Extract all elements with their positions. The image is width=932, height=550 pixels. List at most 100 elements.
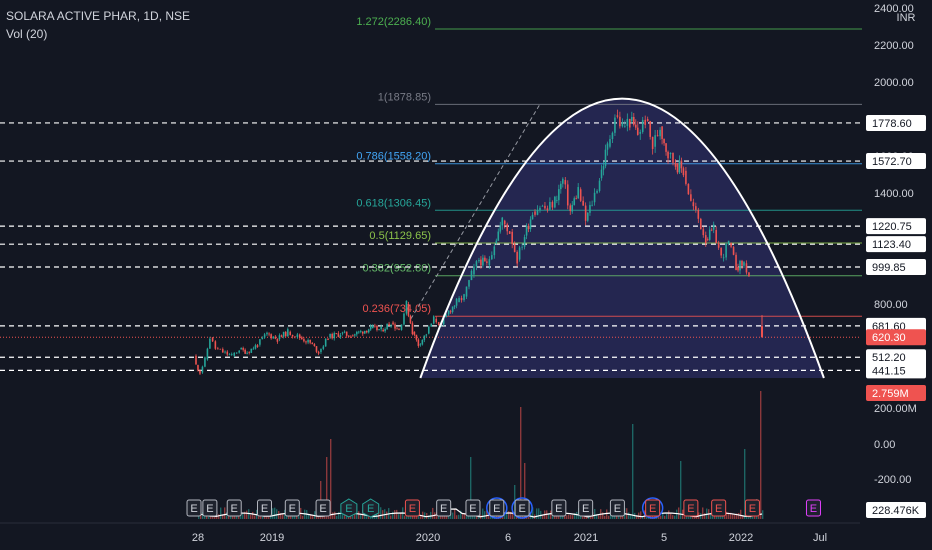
candle [211, 337, 214, 343]
earnings-marker[interactable]: E [609, 499, 625, 517]
candle [672, 152, 674, 166]
candle [278, 333, 281, 342]
volume-bar [292, 515, 294, 519]
candle [475, 260, 478, 271]
y-tick-label: 800.00 [874, 299, 908, 311]
candle-body [256, 345, 259, 347]
volume-bar [762, 510, 764, 519]
volume-bar [502, 515, 504, 519]
candle-body [678, 160, 681, 173]
candle [593, 188, 596, 206]
candle [665, 143, 667, 156]
candle-body [596, 190, 598, 193]
earnings-marker[interactable]: E [436, 499, 452, 517]
earnings-marker[interactable]: E [315, 499, 331, 517]
earnings-marker[interactable]: E [486, 497, 508, 519]
candle [468, 279, 470, 290]
level-price-badge[interactable]: 1778.60 [866, 114, 926, 131]
volume-ma-badge[interactable]: 228.476K [866, 502, 926, 518]
candle-body [602, 166, 605, 170]
candle-body [687, 183, 690, 195]
candle-body [631, 116, 633, 121]
candle-body [508, 231, 511, 234]
volume-badge[interactable]: 2.759M [866, 385, 926, 401]
candle [388, 321, 390, 326]
volume-bar [550, 510, 552, 519]
level-price-badge[interactable]: 1220.75 [866, 218, 926, 235]
volume-bar [428, 515, 430, 519]
candle-body [465, 286, 468, 297]
level-price-badge[interactable]: 1123.40 [866, 236, 926, 253]
earnings-marker[interactable]: E [284, 499, 300, 517]
candle-body [289, 331, 292, 335]
candle-body [228, 354, 231, 356]
candle [352, 334, 354, 337]
earnings-marker[interactable]: E [404, 499, 420, 517]
candle [680, 157, 683, 173]
candle [390, 323, 392, 328]
candle [449, 309, 452, 314]
candle-body [641, 119, 644, 132]
earnings-marker[interactable]: E [256, 499, 272, 517]
candle [417, 338, 420, 348]
candle [219, 348, 222, 350]
candle-body [301, 337, 303, 340]
earnings-marker[interactable]: E [711, 499, 727, 517]
volume-bar [322, 515, 324, 519]
volume-bar [604, 515, 606, 519]
earnings-marker[interactable]: E [186, 499, 202, 517]
level-price-badge[interactable]: 441.15 [866, 362, 926, 379]
candle-body [735, 254, 737, 271]
candle-body [240, 348, 242, 350]
earnings-marker[interactable]: E [226, 499, 242, 517]
candle-body [280, 335, 283, 337]
candle [460, 295, 463, 303]
earnings-marker[interactable]: E [340, 498, 358, 518]
candle [556, 195, 558, 204]
candle [480, 256, 482, 269]
level-price-badge[interactable]: 999.85 [866, 259, 926, 276]
dome-arc[interactable] [419, 97, 825, 379]
badge-label: 1123.40 [872, 239, 911, 251]
volume-indicator-label[interactable]: Vol (20) [6, 27, 48, 41]
level-price-badge[interactable]: 512.20 [866, 349, 926, 366]
earnings-marker[interactable]: E [465, 499, 481, 517]
candle [233, 352, 236, 358]
earnings-marker[interactable]: E [578, 499, 594, 517]
earnings-marker[interactable]: E [805, 499, 821, 517]
volume-bar [520, 407, 522, 519]
candle [629, 118, 631, 131]
earnings-marker[interactable]: E [551, 499, 567, 517]
earnings-marker[interactable]: E [641, 497, 664, 519]
earnings-marker[interactable]: E [362, 498, 380, 518]
current-price-badge[interactable]: 620.30 [866, 329, 926, 346]
earnings-marker[interactable]: E [511, 497, 533, 519]
candle [341, 331, 344, 336]
candle [743, 260, 745, 268]
earnings-ring [486, 497, 508, 519]
volume-bar [230, 514, 232, 519]
candle [197, 364, 199, 372]
candle [558, 184, 560, 206]
level-price-badge[interactable]: 1572.70 [866, 153, 926, 170]
candle-body [367, 329, 370, 333]
candle-body [197, 365, 199, 371]
candle [634, 119, 637, 130]
volume-bar [358, 511, 360, 519]
earnings-label: E [289, 503, 296, 515]
earnings-marker[interactable]: E [202, 499, 218, 517]
volume-bar [556, 514, 558, 519]
volume-bar [404, 515, 406, 519]
earnings-marker[interactable]: E [744, 499, 760, 517]
candle [238, 349, 240, 354]
candle [359, 329, 362, 334]
candle-body [516, 251, 518, 264]
earnings-marker[interactable]: E [683, 499, 699, 517]
candle [276, 338, 279, 344]
candle-body [682, 168, 685, 176]
candle-body [354, 334, 356, 336]
candle-body [398, 329, 400, 331]
candle-body [361, 331, 364, 334]
candle [674, 159, 677, 170]
